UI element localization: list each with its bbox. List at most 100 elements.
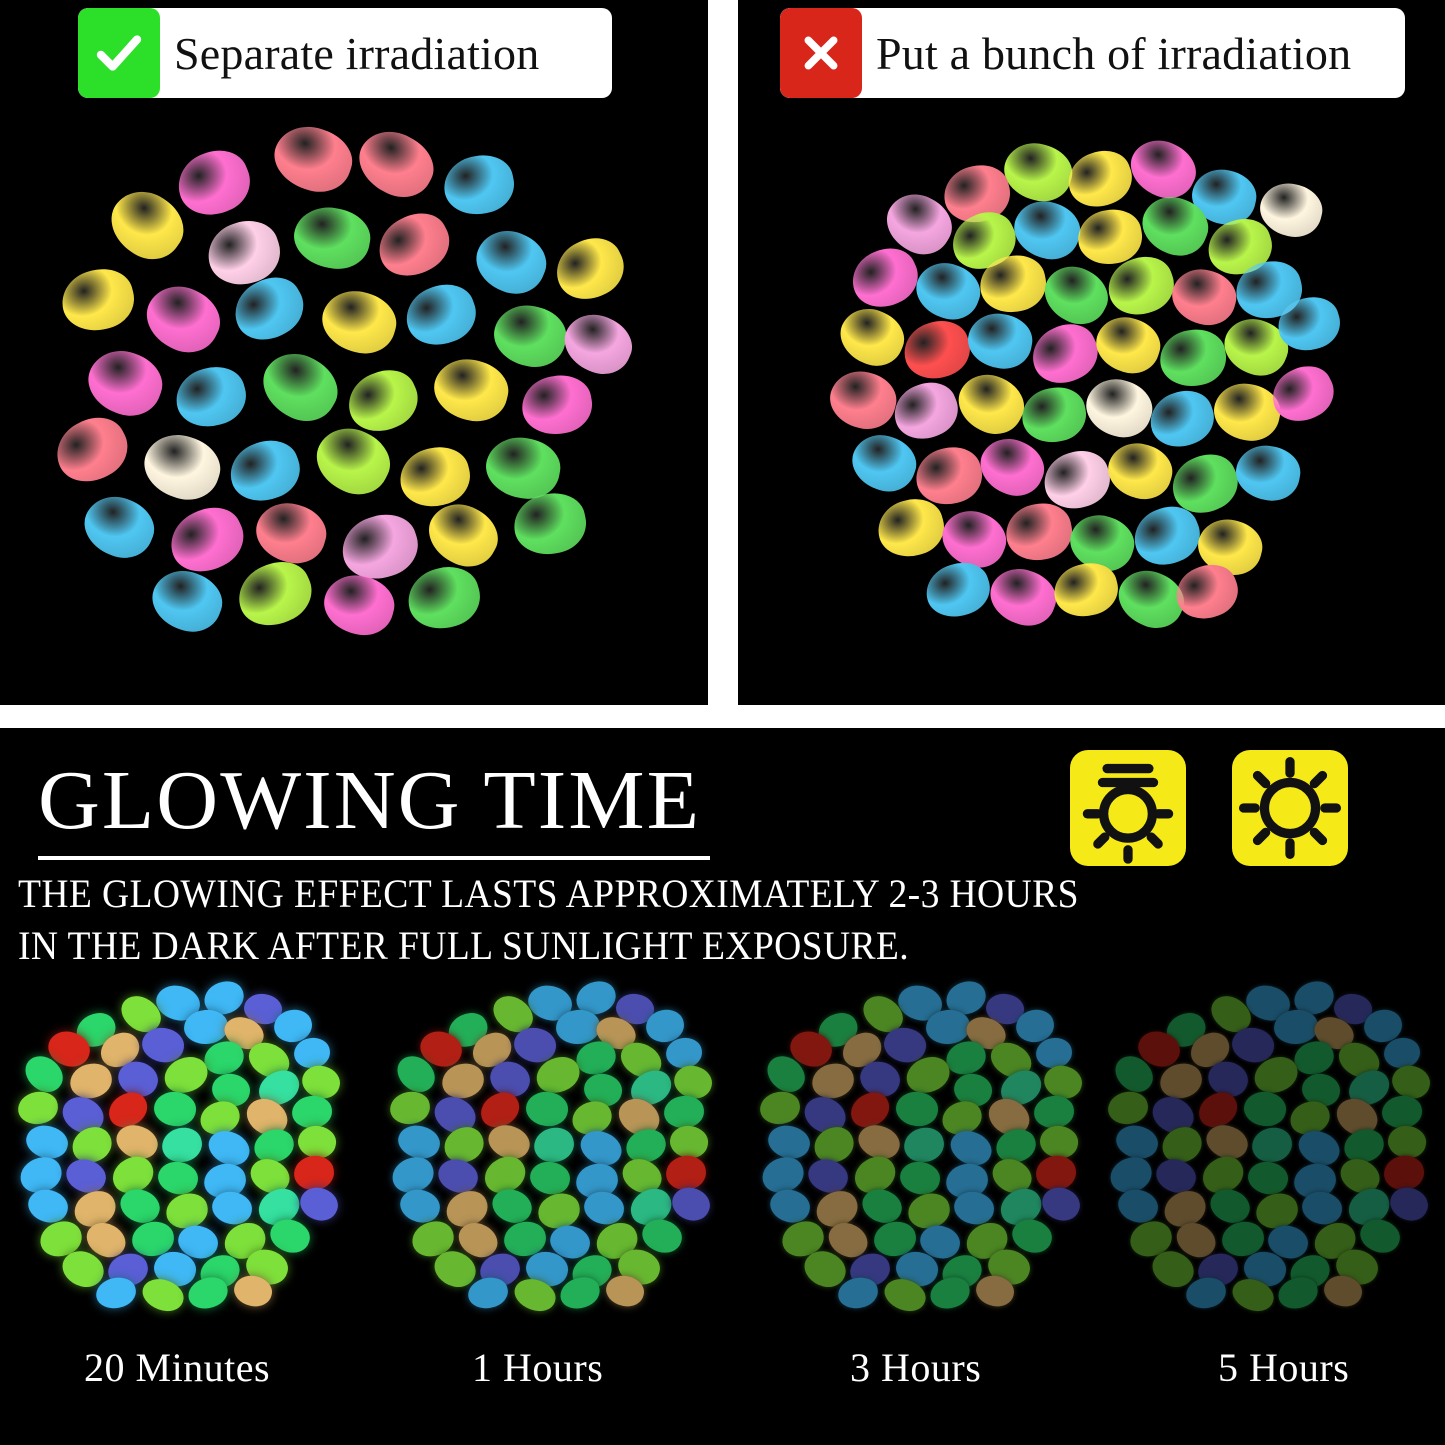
- day-pebble: [824, 364, 902, 436]
- day-pebble: [1089, 309, 1167, 381]
- sun-low-icon: [1070, 750, 1186, 866]
- glowing-time-section: GLOWING TIME THE GLOWING EFFECT LASTS AP…: [0, 728, 1445, 1445]
- day-pebble: [75, 487, 163, 567]
- day-pebble: [398, 275, 484, 355]
- day-pebble: [517, 370, 597, 440]
- day-pebble: [438, 149, 520, 221]
- day-pebble: [55, 262, 141, 338]
- day-pebble: [1142, 382, 1222, 456]
- cross-icon: [780, 8, 862, 98]
- glow-pebble: [1248, 1123, 1296, 1167]
- day-pebble: [169, 359, 253, 435]
- glow-pebble: [387, 1088, 433, 1128]
- badge-bunch-irradiation: Put a bunch of irradiation: [780, 8, 1405, 98]
- sun-full-icon: [1232, 750, 1348, 866]
- day-pebble: [555, 304, 641, 384]
- glow-stage-label: 20 Minutes: [84, 1345, 271, 1390]
- day-pebble: [169, 140, 259, 226]
- day-pebble: [1155, 324, 1231, 392]
- day-pebble: [368, 202, 460, 288]
- day-pebble: [79, 341, 171, 425]
- day-pebble: [136, 425, 228, 509]
- glow-subtitle-line-1: THE GLOWING EFFECT LASTS APPROXIMATELY 2…: [18, 871, 1079, 916]
- glow-stage: 20 Minutes: [8, 976, 348, 1390]
- glow-pebble: [1245, 1158, 1291, 1198]
- day-pebble: [228, 551, 322, 637]
- glow-pebble: [1037, 1182, 1085, 1226]
- day-pebble: [488, 299, 572, 373]
- day-pebble: [401, 559, 487, 637]
- glow-pebble: [757, 1088, 803, 1128]
- badge-separate-irradiation: Separate irradiation: [78, 8, 612, 98]
- day-pebble: [348, 119, 444, 209]
- day-pebble: [949, 364, 1033, 444]
- day-pebble: [136, 274, 230, 364]
- pebble-photo-bunch: [816, 130, 1356, 640]
- glow-pebble: [152, 1089, 198, 1129]
- glow-pebble: [158, 1123, 206, 1167]
- glow-stage: 3 Hours: [750, 976, 1090, 1390]
- day-pebble: [467, 221, 555, 303]
- title-underline: [38, 856, 710, 860]
- glow-pebble: [1242, 1089, 1288, 1129]
- day-pebble: [289, 201, 375, 275]
- glow-pebble-field: [380, 976, 720, 1317]
- day-pebble: [1035, 256, 1117, 334]
- divider-horizontal: [0, 705, 1445, 728]
- glow-stage: 1 Hours: [380, 976, 720, 1390]
- glow-stage-label: 5 Hours: [1218, 1345, 1350, 1390]
- day-pebble: [546, 228, 634, 310]
- glow-pebble-field: [8, 976, 348, 1317]
- page-title: GLOWING TIME: [38, 754, 701, 847]
- day-pebble: [315, 282, 403, 362]
- glow-pebble: [667, 1182, 715, 1226]
- glow-pebble: [662, 1093, 706, 1131]
- glow-pebble: [295, 1182, 343, 1226]
- check-icon: [78, 8, 160, 98]
- panel-bunch-irradiation: [738, 0, 1445, 705]
- day-pebble: [144, 561, 230, 641]
- glow-pebble: [15, 1088, 61, 1128]
- day-pebble: [222, 431, 308, 511]
- day-pebble: [251, 341, 349, 433]
- day-pebble: [896, 313, 978, 387]
- glow-subtitle-line-2: IN THE DARK AFTER FULL SUNLIGHT EXPOSURE…: [18, 923, 910, 968]
- glow-pebble: [530, 1123, 578, 1167]
- day-pebble: [886, 373, 966, 449]
- glow-stage-label: 3 Hours: [850, 1345, 982, 1390]
- day-pebble: [831, 299, 913, 375]
- glow-subtitle: THE GLOWING EFFECT LASTS APPROXIMATELY 2…: [18, 868, 1079, 972]
- day-pebble: [318, 568, 400, 642]
- glow-pebble-field: [1098, 976, 1438, 1317]
- glow-pebble: [290, 1093, 334, 1131]
- day-pebble: [1231, 440, 1305, 506]
- glow-pebble: [155, 1158, 201, 1198]
- glow-pebble: [897, 1158, 943, 1198]
- day-pebble: [266, 117, 360, 201]
- day-pebble: [1000, 497, 1078, 567]
- day-pebble: [1101, 436, 1179, 506]
- day-pebble: [160, 496, 254, 584]
- day-pebble: [1060, 142, 1140, 216]
- panel-separate-irradiation: [0, 0, 708, 705]
- divider-vertical: [708, 0, 738, 707]
- pebble-photo-separate: [46, 117, 641, 660]
- badge-label-bunch: Put a bunch of irradiation: [876, 27, 1352, 79]
- day-pebble: [1078, 371, 1160, 445]
- day-pebble: [46, 406, 138, 494]
- glow-pebble: [1385, 1182, 1433, 1226]
- glow-stage-label: 1 Hours: [472, 1345, 604, 1390]
- glow-pebble: [1105, 1088, 1151, 1128]
- day-pebble: [1017, 381, 1091, 449]
- badge-label-separate: Separate irradiation: [174, 27, 540, 79]
- day-pebble: [963, 308, 1037, 374]
- day-pebble: [249, 495, 333, 571]
- glow-pebble: [524, 1089, 570, 1129]
- glow-pebble: [1032, 1093, 1076, 1131]
- day-pebble: [1023, 314, 1107, 394]
- glow-pebble: [894, 1089, 940, 1129]
- day-pebble: [394, 440, 476, 514]
- day-pebble: [982, 560, 1064, 634]
- glow-pebble: [527, 1158, 573, 1198]
